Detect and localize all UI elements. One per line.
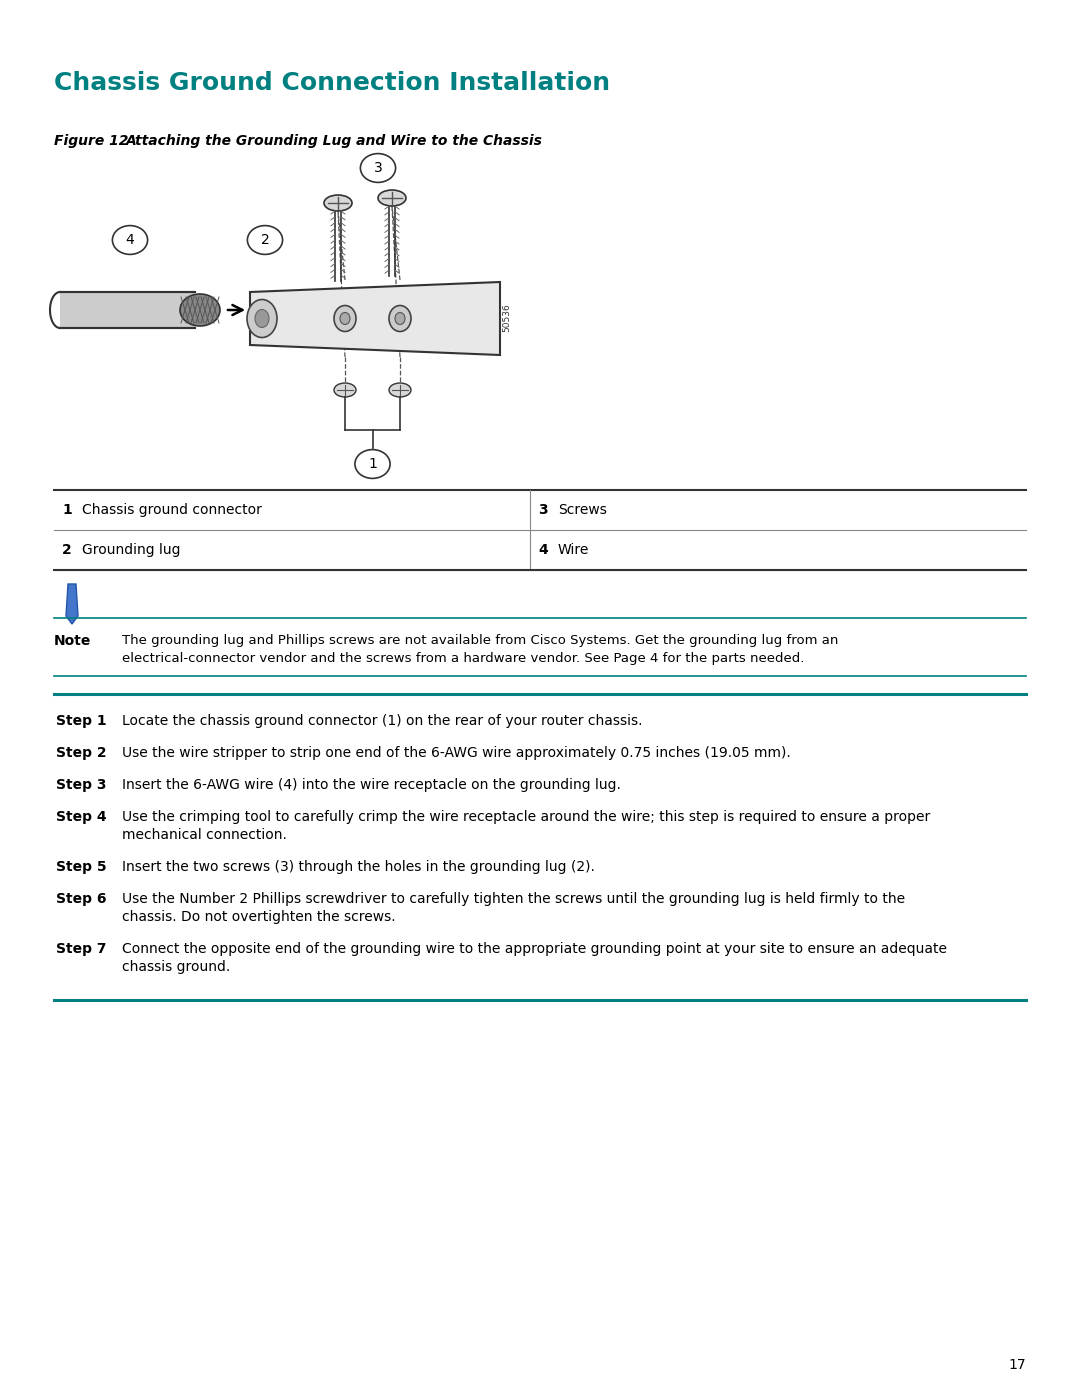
Ellipse shape (389, 306, 411, 331)
Text: chassis ground.: chassis ground. (122, 960, 230, 974)
Text: Note: Note (54, 634, 92, 648)
Ellipse shape (255, 310, 269, 327)
Text: Step 5: Step 5 (56, 861, 107, 875)
Text: electrical-connector vendor and the screws from a hardware vendor. See Page 4 fo: electrical-connector vendor and the scre… (122, 652, 805, 665)
Text: Use the wire stripper to strip one end of the 6-AWG wire approximately 0.75 inch: Use the wire stripper to strip one end o… (122, 746, 791, 760)
Text: Use the Number 2 Phillips screwdriver to carefully tighten the screws until the : Use the Number 2 Phillips screwdriver to… (122, 893, 905, 907)
Polygon shape (249, 282, 500, 355)
Text: Step 6: Step 6 (56, 893, 107, 907)
Text: Step 1: Step 1 (56, 714, 107, 728)
Text: Insert the two screws (3) through the holes in the grounding lug (2).: Insert the two screws (3) through the ho… (122, 861, 595, 875)
Text: chassis. Do not overtighten the screws.: chassis. Do not overtighten the screws. (122, 909, 395, 923)
Text: mechanical connection.: mechanical connection. (122, 828, 287, 842)
Text: Step 3: Step 3 (56, 778, 107, 792)
Ellipse shape (378, 190, 406, 205)
Text: 3: 3 (538, 503, 548, 517)
Text: 2: 2 (62, 543, 71, 557)
Text: Step 2: Step 2 (56, 746, 107, 760)
FancyBboxPatch shape (60, 292, 195, 328)
Text: Chassis ground connector: Chassis ground connector (82, 503, 261, 517)
Ellipse shape (395, 313, 405, 324)
Ellipse shape (247, 299, 276, 338)
Ellipse shape (112, 225, 148, 254)
Ellipse shape (355, 450, 390, 478)
Text: Figure 12: Figure 12 (54, 134, 129, 148)
Text: 17: 17 (1009, 1358, 1026, 1372)
Text: Grounding lug: Grounding lug (82, 543, 180, 557)
Ellipse shape (340, 313, 350, 324)
Text: Locate the chassis ground connector (1) on the rear of your router chassis.: Locate the chassis ground connector (1) … (122, 714, 643, 728)
Ellipse shape (247, 225, 283, 254)
Polygon shape (66, 584, 78, 624)
Text: 4: 4 (125, 233, 134, 247)
Ellipse shape (361, 154, 395, 183)
Text: 2: 2 (260, 233, 269, 247)
Text: 3: 3 (374, 161, 382, 175)
Text: Connect the opposite end of the grounding wire to the appropriate grounding poin: Connect the opposite end of the groundin… (122, 942, 947, 956)
Text: Step 4: Step 4 (56, 810, 107, 824)
Text: 1: 1 (368, 457, 377, 471)
Text: 1: 1 (62, 503, 71, 517)
Ellipse shape (334, 306, 356, 331)
Text: Step 7: Step 7 (56, 942, 107, 956)
Text: Screws: Screws (558, 503, 607, 517)
Text: Insert the 6-AWG wire (4) into the wire receptacle on the grounding lug.: Insert the 6-AWG wire (4) into the wire … (122, 778, 621, 792)
Ellipse shape (324, 196, 352, 211)
Text: Chassis Ground Connection Installation: Chassis Ground Connection Installation (54, 71, 610, 95)
Ellipse shape (334, 383, 356, 397)
Text: Wire: Wire (558, 543, 590, 557)
Text: 4: 4 (538, 543, 548, 557)
Text: The grounding lug and Phillips screws are not available from Cisco Systems. Get : The grounding lug and Phillips screws ar… (122, 634, 838, 647)
Text: 50536: 50536 (502, 303, 512, 332)
Ellipse shape (389, 383, 411, 397)
Text: Attaching the Grounding Lug and Wire to the Chassis: Attaching the Grounding Lug and Wire to … (126, 134, 543, 148)
Ellipse shape (180, 293, 220, 326)
Text: Use the crimping tool to carefully crimp the wire receptacle around the wire; th: Use the crimping tool to carefully crimp… (122, 810, 930, 824)
